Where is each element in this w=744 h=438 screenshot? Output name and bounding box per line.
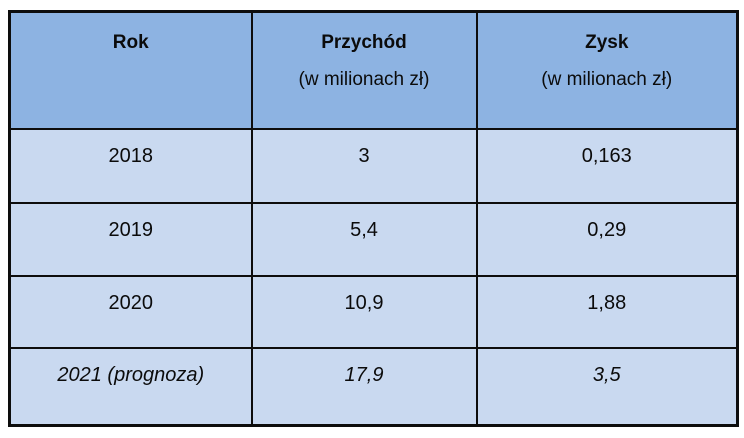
header-subtitle-przychod: (w milionach zł): [298, 69, 430, 90]
cell-zysk-2021: 3,5: [475, 346, 739, 427]
table-row-forecast: 2021 (prognoza) 17,9 3,5: [8, 346, 739, 427]
header-cell-rok: Rok: [8, 10, 253, 130]
cell-text: 2020: [108, 291, 154, 314]
cell-przychod-2019: 5,4: [250, 201, 478, 277]
header-title-zysk: Zysk: [585, 32, 629, 53]
table-row: 2019 5,4 0,29: [8, 201, 739, 277]
header-subtitle-zysk: (w milionach zł): [541, 69, 673, 90]
table-header-row: Rok Przychód (w milionach zł) Zysk (w mi…: [8, 10, 739, 130]
cell-rok-2021-prognoza: 2021 (prognoza): [8, 346, 253, 427]
cell-rok-2019: 2019: [8, 201, 253, 277]
data-table: Rok Przychód (w milionach zł) Zysk (w mi…: [8, 10, 739, 427]
cell-zysk-2019: 0,29: [475, 201, 739, 277]
header-title-rok: Rok: [112, 32, 149, 53]
cell-text: 2019: [108, 218, 154, 241]
cell-rok-2018: 2018: [8, 127, 253, 204]
cell-text: 2018: [108, 144, 154, 167]
cell-przychod-2021: 17,9: [250, 346, 478, 427]
cell-text: 5,4: [350, 218, 378, 241]
cell-text: 0,29: [587, 218, 627, 241]
cell-text: 17,9: [344, 363, 384, 386]
table-row: 2020 10,9 1,88: [8, 274, 739, 349]
cell-text: 3,5: [592, 363, 621, 386]
cell-text: 1,88: [587, 291, 627, 314]
cell-zysk-2018: 0,163: [475, 127, 739, 204]
cell-text: 2021 (prognoza): [57, 363, 205, 386]
table-row: 2018 3 0,163: [8, 127, 739, 204]
cell-text: 0,163: [581, 144, 632, 167]
header-cell-zysk: Zysk (w milionach zł): [475, 10, 739, 130]
cell-zysk-2020: 1,88: [475, 274, 739, 349]
cell-przychod-2020: 10,9: [250, 274, 478, 349]
header-cell-przychod: Przychód (w milionach zł): [250, 10, 478, 130]
header-title-przychod: Przychód: [321, 32, 407, 53]
cell-text: 10,9: [344, 291, 384, 314]
cell-rok-2020: 2020: [8, 274, 253, 349]
cell-text: 3: [358, 144, 370, 167]
cell-przychod-2018: 3: [250, 127, 478, 204]
